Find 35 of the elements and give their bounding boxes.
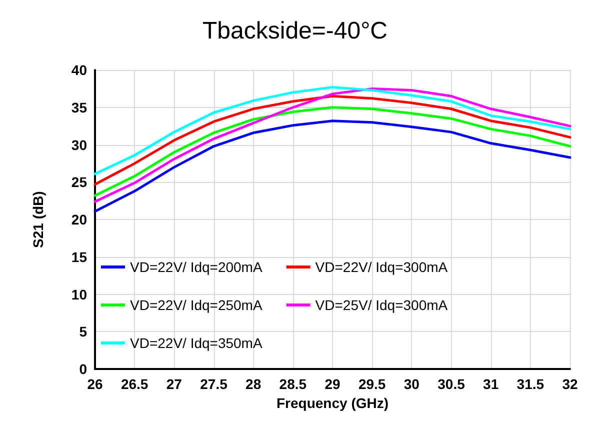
x-tick-label: 31 [483, 376, 499, 392]
line-series [94, 120, 572, 213]
x-tick-label: 29 [324, 376, 340, 392]
x-tick-label: 28 [246, 376, 262, 392]
legend-label: VD=22V/ Idq=350mA [130, 335, 263, 351]
y-tick-label: 10 [71, 286, 88, 302]
line-series [94, 87, 572, 203]
y-tick-label: 0 [79, 361, 88, 378]
line-series [94, 94, 572, 186]
x-tick-label: 31.5 [516, 376, 544, 392]
y-axis-title: S21 (dB) [30, 191, 46, 248]
x-tick-label: 26 [87, 376, 103, 392]
chart-title: Tbackside=-40°C [202, 18, 388, 44]
x-tick-label: 30 [404, 376, 420, 392]
y-tick-label: 20 [71, 212, 88, 228]
x-tick-label: 28.5 [279, 376, 307, 392]
legend-label: VD=22V/ Idq=300mA [315, 259, 448, 275]
x-tick-label: 32 [562, 376, 578, 392]
x-tick-label: 27.5 [200, 376, 228, 392]
line-series [94, 106, 572, 197]
legend-label: VD=22V/ Idq=200mA [130, 259, 263, 275]
y-tick-label: 35 [71, 99, 88, 116]
x-tick-label: 30.5 [438, 376, 466, 392]
x-tick-label: 29.5 [358, 376, 386, 392]
y-tick-label: 30 [71, 136, 88, 153]
line-series [94, 86, 572, 176]
x-tick-label: 26.5 [120, 376, 148, 392]
y-tick-label: 15 [71, 248, 88, 265]
x-axis-title: Frequency (GHz) [276, 395, 389, 411]
legend-label: VD=25V/ Idq=300mA [315, 297, 448, 313]
y-tick-label: 5 [79, 324, 88, 340]
x-tick-label: 27 [166, 376, 182, 392]
y-tick-label: 25 [71, 174, 88, 190]
legend-label: VD=22V/ Idq=250mA [130, 297, 263, 313]
y-tick-label: 40 [71, 62, 88, 78]
